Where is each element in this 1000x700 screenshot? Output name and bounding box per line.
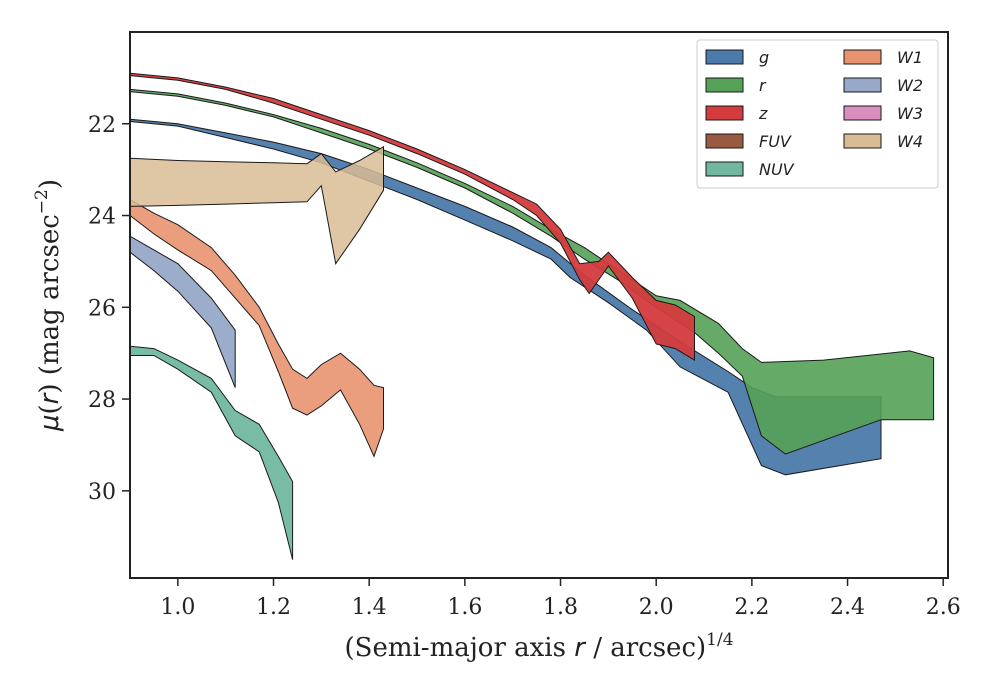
band-w2: [130, 235, 236, 388]
band-z: [130, 72, 695, 361]
y-tick-label: 28: [88, 388, 116, 413]
band-w1: [130, 198, 384, 458]
legend-swatch-r: [705, 77, 744, 93]
y-tick-label: 22: [88, 113, 116, 138]
legend-swatch-fuv: [705, 133, 744, 149]
legend-swatch-w2: [843, 77, 882, 93]
legend-label-fuv: FUV: [759, 132, 792, 151]
legend: grz FUV NUV W1 W2 W3 W4: [696, 39, 939, 189]
legend-swatch-g: [705, 49, 744, 65]
legend-label-g: g: [759, 48, 769, 67]
x-tick-label: 2.2: [734, 595, 769, 620]
x-axis: 1.0 1.2 1.4 1.6 1.8 2.0 2.2 2.4 2.6: [160, 578, 961, 620]
legend-swatch-z: [705, 105, 744, 121]
x-tick-label: 1.2: [256, 595, 291, 620]
legend-swatch-w4: [843, 133, 882, 149]
x-tick-label: 1.8: [543, 595, 578, 620]
y-tick-label: 26: [88, 296, 116, 321]
y-axis: 22 24 26 28 30: [88, 113, 130, 505]
legend-swatch-w3: [843, 105, 882, 121]
x-tick-label: 1.0: [160, 595, 195, 620]
legend-label-w4: W4: [897, 132, 923, 151]
legend-swatch-nuv: [705, 161, 744, 177]
legend-label-nuv: NUV: [759, 160, 795, 179]
x-tick-label: 2.0: [639, 595, 674, 620]
legend-label-w3: W3: [897, 104, 923, 123]
y-tick-label: 30: [88, 480, 116, 505]
band-nuv: [130, 345, 294, 560]
band-r: [130, 88, 935, 455]
band-w4: [130, 145, 384, 265]
x-tick-label: 2.6: [926, 595, 961, 620]
x-tick-label: 1.4: [352, 595, 387, 620]
y-axis-title: μ(r) (mag arcsec−2): [32, 179, 65, 432]
band-layer: [130, 72, 935, 560]
legend-label-w1: W1: [897, 48, 923, 67]
legend-label-r: r: [759, 76, 767, 95]
legend-swatch-w1: [843, 49, 882, 65]
legend-box: [696, 39, 939, 189]
y-tick-label: 24: [88, 205, 116, 230]
legend-label-z: z: [758, 104, 768, 123]
legend-label-w2: W2: [897, 76, 923, 95]
plot-frame: [129, 31, 949, 579]
x-axis-title: (Semi-major axis r / arcsec)1/4: [344, 630, 733, 663]
x-tick-label: 1.6: [447, 595, 482, 620]
x-tick-label: 2.4: [830, 595, 865, 620]
